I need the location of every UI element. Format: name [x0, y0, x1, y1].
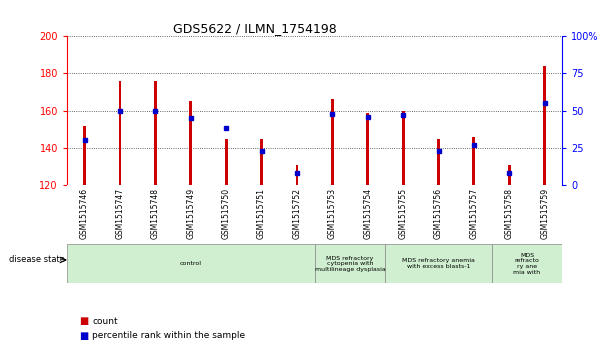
Bar: [314, 244, 385, 283]
Text: MDS
refracto
ry ane
mia with: MDS refracto ry ane mia with: [513, 253, 541, 275]
Text: GSM1515757: GSM1515757: [469, 188, 478, 239]
Bar: [189, 101, 192, 185]
Bar: [225, 139, 227, 185]
Text: MDS refractory anemia
with excess blasts-1: MDS refractory anemia with excess blasts…: [402, 258, 475, 269]
Text: GSM1515749: GSM1515749: [186, 188, 195, 239]
Bar: [385, 244, 492, 283]
Text: ■: ■: [79, 331, 88, 341]
Bar: [67, 244, 315, 283]
Bar: [492, 244, 562, 283]
Text: GSM1515751: GSM1515751: [257, 188, 266, 239]
Bar: [472, 137, 475, 185]
Bar: [154, 81, 157, 185]
Bar: [260, 139, 263, 185]
Text: GSM1515755: GSM1515755: [399, 188, 407, 239]
Text: ■: ■: [79, 316, 88, 326]
Text: GSM1515747: GSM1515747: [116, 188, 125, 239]
Text: disease state: disease state: [9, 256, 65, 264]
Bar: [508, 164, 511, 185]
Bar: [295, 164, 299, 185]
Text: GSM1515753: GSM1515753: [328, 188, 337, 239]
Text: GSM1515746: GSM1515746: [80, 188, 89, 239]
Bar: [402, 111, 404, 185]
Text: GDS5622 / ILMN_1754198: GDS5622 / ILMN_1754198: [173, 22, 337, 35]
Text: GSM1515750: GSM1515750: [222, 188, 230, 239]
Text: control: control: [180, 261, 202, 266]
Bar: [331, 99, 334, 185]
Bar: [83, 126, 86, 185]
Text: GSM1515754: GSM1515754: [363, 188, 372, 239]
Text: GSM1515752: GSM1515752: [292, 188, 302, 239]
Bar: [366, 113, 369, 185]
Text: GSM1515756: GSM1515756: [434, 188, 443, 239]
Bar: [544, 66, 546, 185]
Text: GSM1515758: GSM1515758: [505, 188, 514, 239]
Bar: [437, 139, 440, 185]
Text: GSM1515748: GSM1515748: [151, 188, 160, 239]
Text: GSM1515759: GSM1515759: [540, 188, 549, 239]
Text: percentile rank within the sample: percentile rank within the sample: [92, 331, 246, 340]
Text: MDS refractory
cytopenia with
multilineage dysplasia: MDS refractory cytopenia with multilinea…: [315, 256, 385, 272]
Bar: [119, 81, 122, 185]
Text: count: count: [92, 317, 118, 326]
